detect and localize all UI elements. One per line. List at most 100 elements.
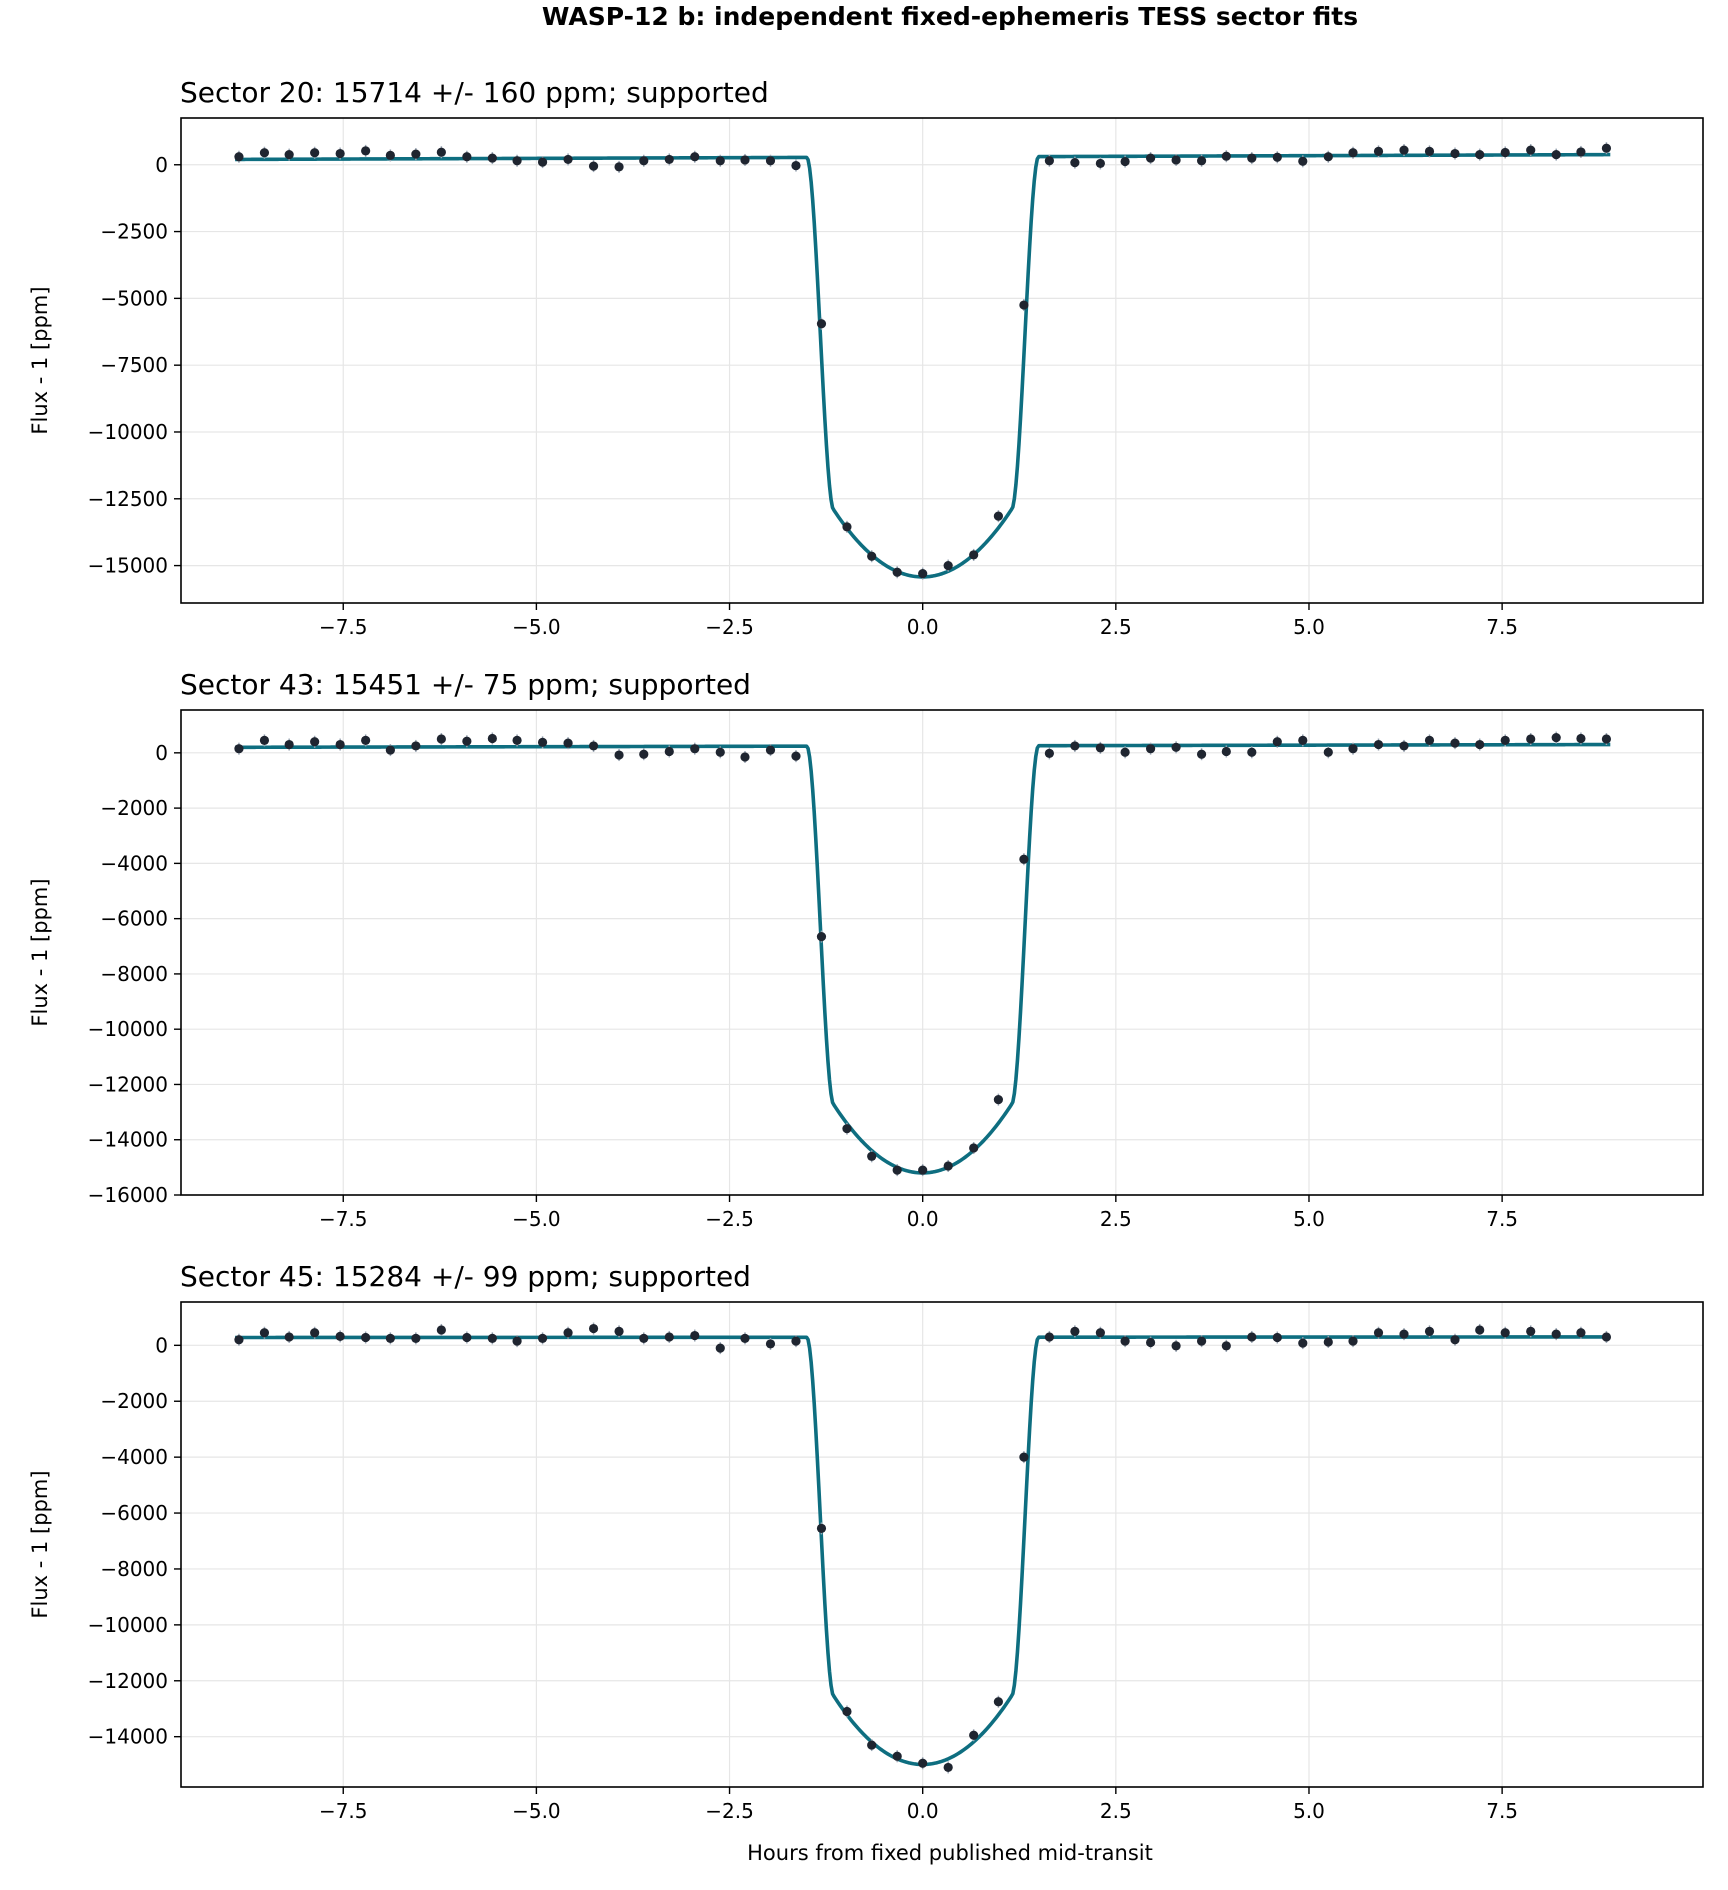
data-point bbox=[462, 736, 472, 746]
data-point bbox=[715, 156, 725, 166]
data-point bbox=[715, 1343, 725, 1353]
data-point bbox=[943, 1762, 953, 1773]
data-point bbox=[310, 737, 320, 747]
data-point bbox=[563, 738, 573, 748]
data-point bbox=[1601, 734, 1612, 744]
panel-3: −7.5 −5.0 −2.5 0.0 2.5 5.0 7.5 0 −2000 −4000 −6000… bbox=[28, 1260, 1704, 1823]
data-point bbox=[664, 154, 674, 165]
data-point bbox=[1576, 1328, 1586, 1338]
data-point bbox=[690, 744, 700, 754]
data-point bbox=[993, 511, 1003, 521]
y-tick-label: −6000 bbox=[100, 1501, 168, 1525]
y-tick-label: −6000 bbox=[100, 907, 168, 931]
y-axis-label: Flux - 1 [ppm] bbox=[28, 878, 52, 1026]
data-point bbox=[1601, 143, 1612, 153]
data-point bbox=[259, 148, 270, 158]
x-tick-label: −2.5 bbox=[705, 1799, 754, 1823]
data-point bbox=[1221, 1341, 1231, 1351]
data-point bbox=[765, 745, 776, 755]
data-point bbox=[335, 739, 345, 750]
data-point bbox=[588, 1323, 599, 1334]
data-point bbox=[284, 1332, 294, 1342]
x-tick-label: −5.0 bbox=[512, 1799, 561, 1823]
data-point bbox=[1424, 1326, 1435, 1336]
data-point bbox=[614, 750, 624, 760]
data-point bbox=[690, 1330, 700, 1341]
data-point bbox=[1019, 300, 1029, 310]
data-point bbox=[765, 1339, 776, 1349]
data-point bbox=[563, 1328, 573, 1338]
data-point bbox=[1576, 733, 1586, 744]
y-tick-label: −16000 bbox=[88, 1183, 168, 1207]
x-tick-label: 7.5 bbox=[1486, 1207, 1518, 1231]
data-point bbox=[842, 1124, 852, 1134]
x-tick-label: 2.5 bbox=[1100, 1207, 1132, 1231]
data-point bbox=[563, 154, 573, 165]
data-point bbox=[1221, 746, 1231, 757]
data-point bbox=[436, 147, 446, 157]
data-point bbox=[1551, 733, 1561, 743]
data-point bbox=[1450, 738, 1460, 748]
data-point bbox=[234, 744, 244, 754]
data-point bbox=[385, 150, 395, 161]
y-tick-label: −2000 bbox=[100, 796, 168, 820]
data-point bbox=[892, 567, 902, 577]
panel-title: Sector 43: 15451 +/- 75 ppm; supported bbox=[180, 668, 751, 701]
data-point bbox=[1500, 1328, 1510, 1338]
data-point bbox=[639, 156, 649, 166]
data-point bbox=[537, 157, 548, 167]
data-point bbox=[664, 1332, 674, 1342]
data-point bbox=[1247, 1332, 1257, 1342]
data-point bbox=[310, 148, 320, 158]
data-point bbox=[234, 152, 244, 162]
data-point bbox=[1475, 739, 1485, 750]
data-point bbox=[411, 149, 421, 159]
x-tick-label: 0.0 bbox=[907, 615, 939, 639]
data-point bbox=[335, 1331, 345, 1341]
data-point bbox=[259, 735, 270, 745]
data-point bbox=[436, 1325, 446, 1335]
data-point bbox=[715, 747, 725, 757]
data-point bbox=[639, 1333, 649, 1343]
data-point bbox=[842, 522, 852, 532]
data-point bbox=[1551, 150, 1561, 160]
x-tick-label: 7.5 bbox=[1486, 615, 1518, 639]
x-tick-label: 7.5 bbox=[1486, 1799, 1518, 1823]
data-point bbox=[512, 735, 522, 745]
data-point bbox=[765, 156, 776, 166]
y-tick-label: −10000 bbox=[88, 1613, 168, 1637]
data-point bbox=[335, 148, 345, 159]
data-point bbox=[1526, 734, 1536, 744]
x-tick-label: −5.0 bbox=[512, 1207, 561, 1231]
data-point bbox=[385, 745, 395, 755]
x-tick-label: −5.0 bbox=[512, 615, 561, 639]
data-point bbox=[1373, 146, 1384, 157]
data-point bbox=[1196, 749, 1207, 759]
data-point bbox=[1424, 735, 1435, 745]
y-axis-label: Flux - 1 [ppm] bbox=[28, 286, 52, 434]
data-point bbox=[259, 1328, 270, 1338]
data-point bbox=[1095, 743, 1105, 753]
data-point bbox=[512, 1336, 522, 1346]
data-point bbox=[1298, 156, 1308, 166]
data-point bbox=[310, 1328, 320, 1338]
panel-1: −7.5 −5.0 −2.5 0.0 2.5 5.0 7.5 0 −2500 −5000 −7500… bbox=[28, 76, 1704, 639]
data-point bbox=[969, 1143, 979, 1153]
data-point bbox=[1095, 158, 1105, 169]
data-point bbox=[537, 1333, 548, 1343]
data-point bbox=[816, 932, 827, 942]
data-point bbox=[1475, 1325, 1485, 1335]
data-point bbox=[361, 1332, 371, 1343]
y-tick-label: −14000 bbox=[88, 1128, 168, 1152]
data-point bbox=[436, 734, 446, 744]
data-point bbox=[462, 1332, 472, 1343]
data-point bbox=[740, 155, 750, 165]
y-tick-label: −7500 bbox=[100, 353, 168, 377]
data-point bbox=[1272, 1332, 1282, 1343]
y-tick-label: −8000 bbox=[100, 1557, 168, 1581]
data-point bbox=[614, 1326, 624, 1336]
y-tick-label: −4000 bbox=[100, 1445, 168, 1469]
x-tick-label: −7.5 bbox=[319, 1207, 368, 1231]
data-point bbox=[588, 741, 599, 751]
panels: −7.5 −5.0 −2.5 0.0 2.5 5.0 7.5 0 −2500 −5000 −7500… bbox=[28, 76, 1704, 1823]
